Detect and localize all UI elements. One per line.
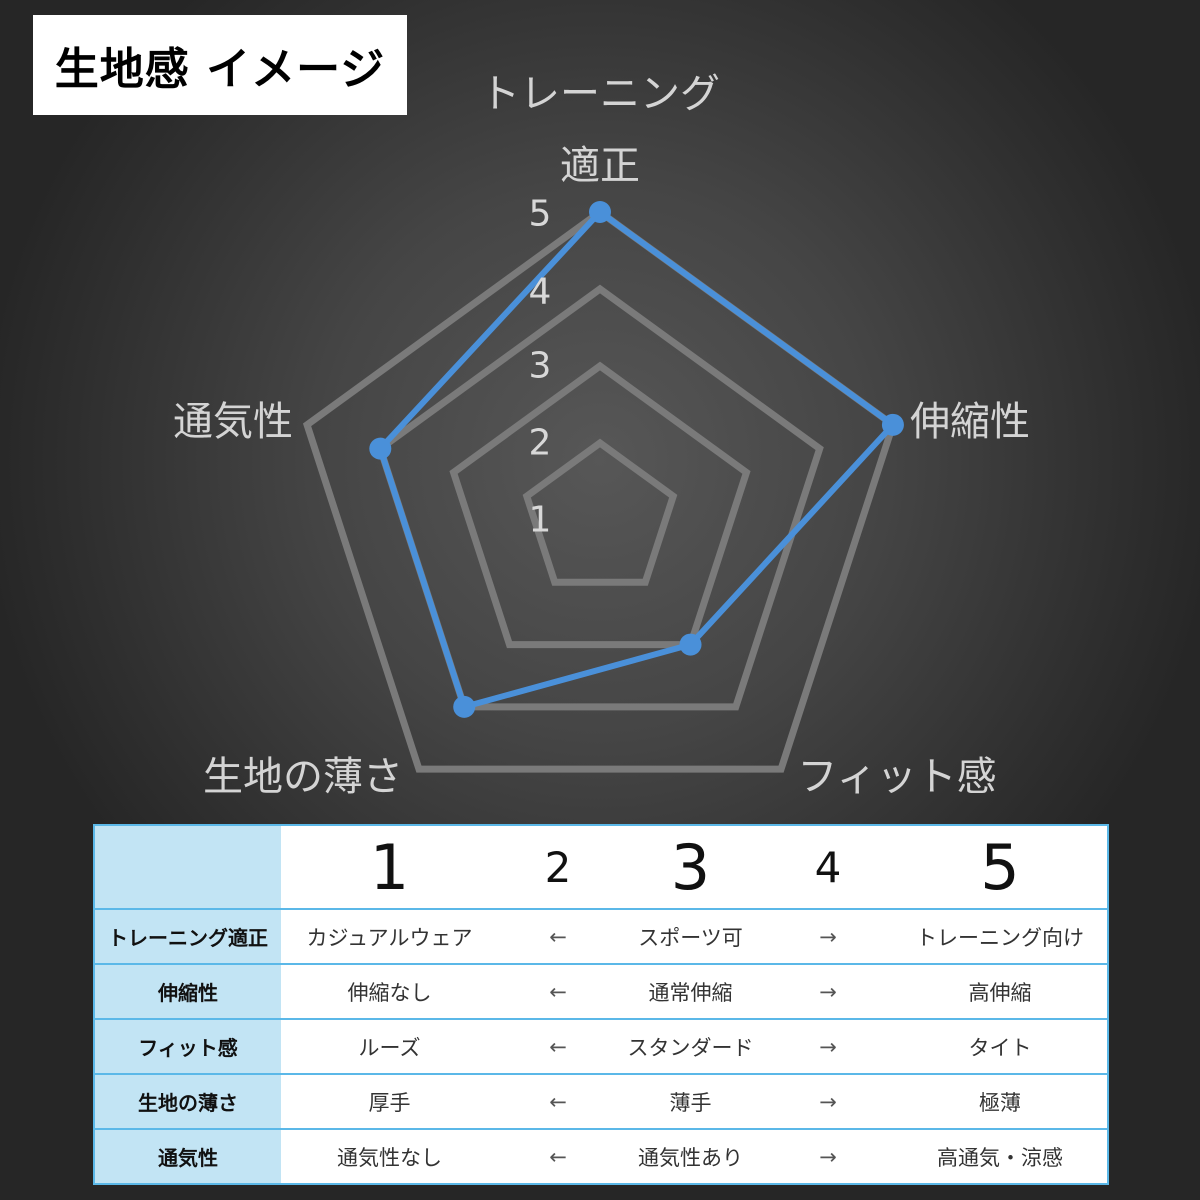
scale-3: 3 bbox=[618, 824, 763, 910]
high-text: 高伸縮 bbox=[893, 963, 1109, 1020]
low-text: 伸縮なし bbox=[281, 963, 498, 1020]
table-row: 通気性 通気性なし ← 通気性あり → 高通気・涼感 bbox=[93, 1128, 1109, 1185]
low-text: 通気性なし bbox=[281, 1128, 498, 1185]
header-corner bbox=[93, 824, 281, 910]
high-text: タイト bbox=[893, 1018, 1109, 1075]
mid-text: 通気性あり bbox=[618, 1128, 763, 1185]
mid-text: 通常伸縮 bbox=[618, 963, 763, 1020]
scale-1: 1 bbox=[281, 824, 498, 910]
low-text: ルーズ bbox=[281, 1018, 498, 1075]
scale-table: 1 2 3 4 5 トレーニング適正 カジュアルウェア ← スポーツ可 → トレーニング向… bbox=[93, 824, 1109, 1185]
left-arrow: ← bbox=[498, 1018, 618, 1075]
right-arrow: → bbox=[763, 1073, 893, 1130]
right-arrow: → bbox=[763, 963, 893, 1020]
axis-label-fit: フィット感 bbox=[797, 754, 997, 800]
scale-4: 4 bbox=[763, 824, 893, 910]
title-box: 生地感 イメージ bbox=[33, 15, 407, 115]
right-arrow: → bbox=[763, 1018, 893, 1075]
tick-label-2: 2 bbox=[528, 422, 552, 464]
scale-header-row: 1 2 3 4 5 bbox=[93, 824, 1109, 910]
data-point-3 bbox=[453, 695, 476, 718]
left-arrow: ← bbox=[498, 908, 618, 965]
left-arrow: ← bbox=[498, 1073, 618, 1130]
grid-ring-3 bbox=[449, 361, 751, 649]
data-point-1 bbox=[881, 413, 904, 436]
axis-label-thinness: 生地の薄さ bbox=[203, 754, 403, 800]
mid-text: スタンダード bbox=[618, 1018, 763, 1075]
axis-label-breathability: 通気性 bbox=[173, 399, 293, 445]
radar-chart bbox=[302, 201, 904, 773]
grid-ring-4 bbox=[376, 284, 824, 711]
table-row: 生地の薄さ 厚手 ← 薄手 → 極薄 bbox=[93, 1073, 1109, 1130]
grid-ring-2 bbox=[522, 438, 678, 586]
axis-label-training-2: 適正 bbox=[560, 143, 640, 189]
left-arrow: ← bbox=[498, 1128, 618, 1185]
high-text: トレーニング向け bbox=[893, 908, 1109, 965]
right-arrow: → bbox=[763, 908, 893, 965]
row-label: トレーニング適正 bbox=[93, 908, 281, 965]
low-text: カジュアルウェア bbox=[281, 908, 498, 965]
data-point-2 bbox=[679, 633, 702, 656]
page-title: 生地感 イメージ bbox=[54, 44, 386, 95]
row-label: 生地の薄さ bbox=[93, 1073, 281, 1130]
tick-label-4: 4 bbox=[528, 271, 552, 313]
high-text: 極薄 bbox=[893, 1073, 1109, 1130]
table-row: トレーニング適正 カジュアルウェア ← スポーツ可 → トレーニング向け bbox=[93, 908, 1109, 965]
scale-5: 5 bbox=[893, 824, 1109, 910]
axis-label-stretch: 伸縮性 bbox=[910, 399, 1030, 445]
row-label: 通気性 bbox=[93, 1128, 281, 1185]
tick-label-1: 1 bbox=[528, 499, 552, 541]
tick-label-3: 3 bbox=[528, 345, 552, 387]
mid-text: スポーツ可 bbox=[618, 908, 763, 965]
tick-label-5: 5 bbox=[528, 193, 552, 235]
data-point-0 bbox=[589, 201, 611, 223]
data-point-4 bbox=[369, 437, 392, 460]
table-row: フィット感 ルーズ ← スタンダード → タイト bbox=[93, 1018, 1109, 1075]
low-text: 厚手 bbox=[281, 1073, 498, 1130]
row-label: フィット感 bbox=[93, 1018, 281, 1075]
axis-label-training-1: トレーニング bbox=[480, 71, 720, 117]
left-arrow: ← bbox=[498, 963, 618, 1020]
high-text: 高通気・涼感 bbox=[893, 1128, 1109, 1185]
mid-text: 薄手 bbox=[618, 1073, 763, 1130]
right-arrow: → bbox=[763, 1128, 893, 1185]
row-label: 伸縮性 bbox=[93, 963, 281, 1020]
series-line bbox=[376, 208, 898, 711]
scale-2: 2 bbox=[498, 824, 618, 910]
table-row: 伸縮性 伸縮なし ← 通常伸縮 → 高伸縮 bbox=[93, 963, 1109, 1020]
